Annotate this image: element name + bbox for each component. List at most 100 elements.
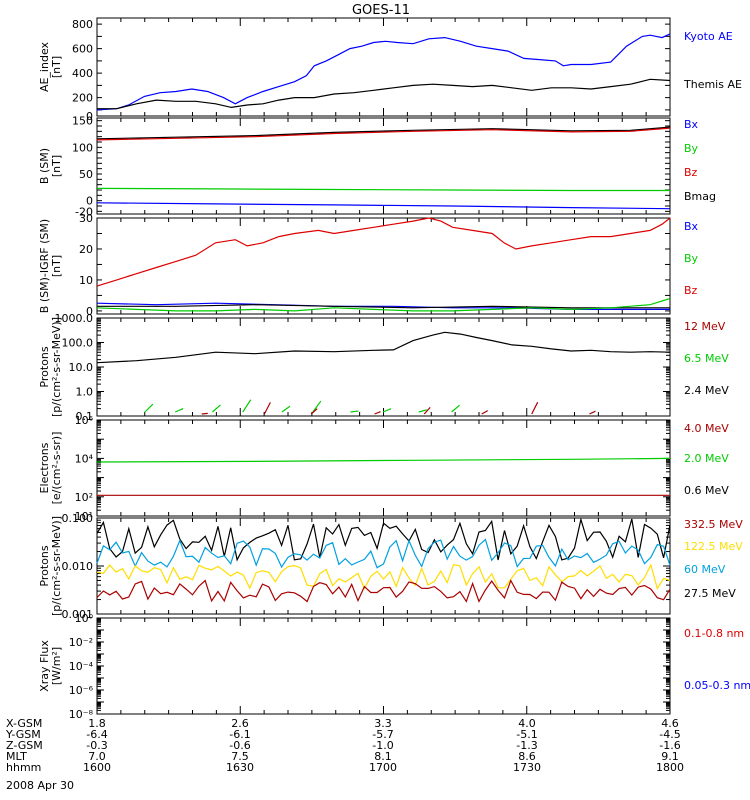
legend-entry: Bx <box>684 118 699 131</box>
series-line-2 <box>97 78 671 110</box>
trace-fragment <box>350 410 359 413</box>
trace-fragment <box>382 408 392 413</box>
legend-entry: 12 MeV <box>684 320 726 333</box>
y-axis-label: Electrons <box>38 442 51 493</box>
legend-entry: By <box>684 252 699 265</box>
y-axis-label: [nT] <box>50 155 63 177</box>
legend-entry: 0.1-0.8 nm <box>684 627 744 640</box>
y-tick-label: 0.010 <box>62 560 94 573</box>
x-row-value: 7.0 <box>88 750 106 763</box>
x-row-value: -6.4 <box>86 728 107 741</box>
x-row-value: -4.5 <box>659 728 680 741</box>
y-tick-label: 600 <box>72 43 93 56</box>
legend-entry: Kyoto AE <box>684 30 733 43</box>
x-row-value: 1600 <box>83 761 111 774</box>
y-tick-label: 10⁰ <box>75 612 94 625</box>
trace-fragment <box>312 400 322 413</box>
x-row-value: 7.5 <box>231 750 249 763</box>
x-row-label: Y-GSM <box>5 728 41 741</box>
trace-fragment <box>263 402 271 415</box>
x-row-value: 1800 <box>656 761 684 774</box>
trace-fragment <box>212 404 221 413</box>
y-tick-label: 0 <box>86 110 93 123</box>
y-tick-label: 100 <box>72 141 93 154</box>
panel-5: 10⁶ 10⁴ 10² 10¹ Electrons [e/(cm²-s-sr)] 4.0 M… <box>38 414 729 523</box>
legend-entry: 0.6 MeV <box>684 484 729 497</box>
x-row-value: -6.1 <box>229 728 250 741</box>
y-tick-label: 10¹ <box>75 510 93 523</box>
y-tick-label: 150 <box>72 115 93 128</box>
y-axis-label: [p/(cm²-s-sr-MeV)] <box>50 516 63 616</box>
series-line-2 <box>96 127 671 141</box>
trace-fragment <box>481 410 489 415</box>
x-row-value: -5.7 <box>372 728 393 741</box>
proton-trace-3 <box>96 563 671 590</box>
x-row-value: 4.0 <box>518 717 536 730</box>
x-row-value: -0.6 <box>229 739 250 752</box>
y-tick-label: 10⁻⁸ <box>69 708 94 721</box>
x-row-value: -1.0 <box>372 739 393 752</box>
x-row-value: 1630 <box>226 761 254 774</box>
y-tick-label: 50 <box>79 168 93 181</box>
chart-title: GOES-11 <box>352 3 410 18</box>
y-tick-label: 10 <box>79 274 93 287</box>
legend-entry: 60 MeV <box>684 563 726 576</box>
x-row-value: 2.6 <box>231 717 249 730</box>
x-row-value: -1.6 <box>659 739 680 752</box>
trace-fragment <box>418 409 427 413</box>
y-tick-label: 100.0 <box>62 337 94 350</box>
y-tick-label: 1000.0 <box>55 312 94 325</box>
y-tick-label: 20 <box>79 243 93 256</box>
trace-fragment <box>451 404 460 413</box>
legend-entry: Bz <box>684 284 698 297</box>
y-axis-label: [W/m²] <box>50 647 63 685</box>
y-tick-label: 10⁻⁴ <box>69 660 94 673</box>
y-axis-label: [nT] <box>50 56 63 78</box>
x-row-value: -1.3 <box>516 739 537 752</box>
proton-trace-2 <box>96 538 671 569</box>
series-line-3 <box>97 304 670 309</box>
y-tick-label: 30 <box>79 212 93 225</box>
series-line-1 <box>96 457 671 463</box>
y-axis-label: B (SM) <box>38 148 51 184</box>
y-axis-label: Protons <box>38 545 51 586</box>
legend-entry: Bmag <box>684 190 716 203</box>
legend-entry: 2.4 MeV <box>684 384 729 397</box>
panel-4: 1000.0 100.0 10.0 1.0 0.1 Protons [p/(cm²-s-sr… <box>38 312 729 423</box>
panel-frame <box>96 317 671 417</box>
series-line-4 <box>96 202 671 210</box>
y-axis-label: [e/(cm²-s-sr)] <box>50 432 63 505</box>
panel-frame <box>96 419 671 517</box>
x-row-value: 1700 <box>369 761 397 774</box>
x-axis-table: X-GSM 1.8 2.6 3.3 4.0 4.6 Y-GSM -6.4 -6.1 -5.7 -5.… <box>5 717 684 774</box>
y-axis-label: Xray Flux <box>38 640 51 692</box>
series-line-4 <box>96 297 671 312</box>
legend-entry: Themis AE <box>683 78 742 91</box>
panel-2: 150 100 50 0-20 B (SM) [nT] Bx By Bz Bmag <box>38 115 716 219</box>
x-row-value: 9.1 <box>661 750 679 763</box>
series-line-1 <box>96 33 671 111</box>
trace-fragment <box>144 403 154 413</box>
series-line-1 <box>96 126 671 140</box>
series-line-1 <box>96 331 671 364</box>
y-tick-label: 0.1 <box>76 410 94 423</box>
y-axis-label: AE_index <box>38 41 51 92</box>
y-tick-label: 10⁻⁶ <box>69 684 94 697</box>
trace-fragment <box>281 405 291 413</box>
x-row-value: 1730 <box>513 761 541 774</box>
y-axis-label: Protons <box>38 346 51 387</box>
x-row-value: 1.8 <box>88 717 106 730</box>
y-tick-label: 1.0 <box>76 386 94 399</box>
legend-entry: Bz <box>684 166 698 179</box>
x-row-value: 8.1 <box>374 750 392 763</box>
legend-entry: 6.5 MeV <box>684 352 729 365</box>
y-tick-label: 0.100 <box>62 512 94 525</box>
date-label: 2008 Apr 30 <box>6 779 74 792</box>
x-row-label: X-GSM <box>6 717 42 730</box>
panel-7: 10⁰ 10⁻² 10⁻⁴ 10⁻⁶ 10⁻⁸ Xray Flux [W/m²] 0.1-0.… <box>38 612 750 721</box>
proton-trace-4 <box>96 579 671 603</box>
panel-6: 0.100 0.010 0.001 Protons [p/(cm²-s-sr-MeV)]… <box>38 512 743 621</box>
x-row-label: hhmm <box>6 761 41 774</box>
panel-frame <box>96 517 671 615</box>
